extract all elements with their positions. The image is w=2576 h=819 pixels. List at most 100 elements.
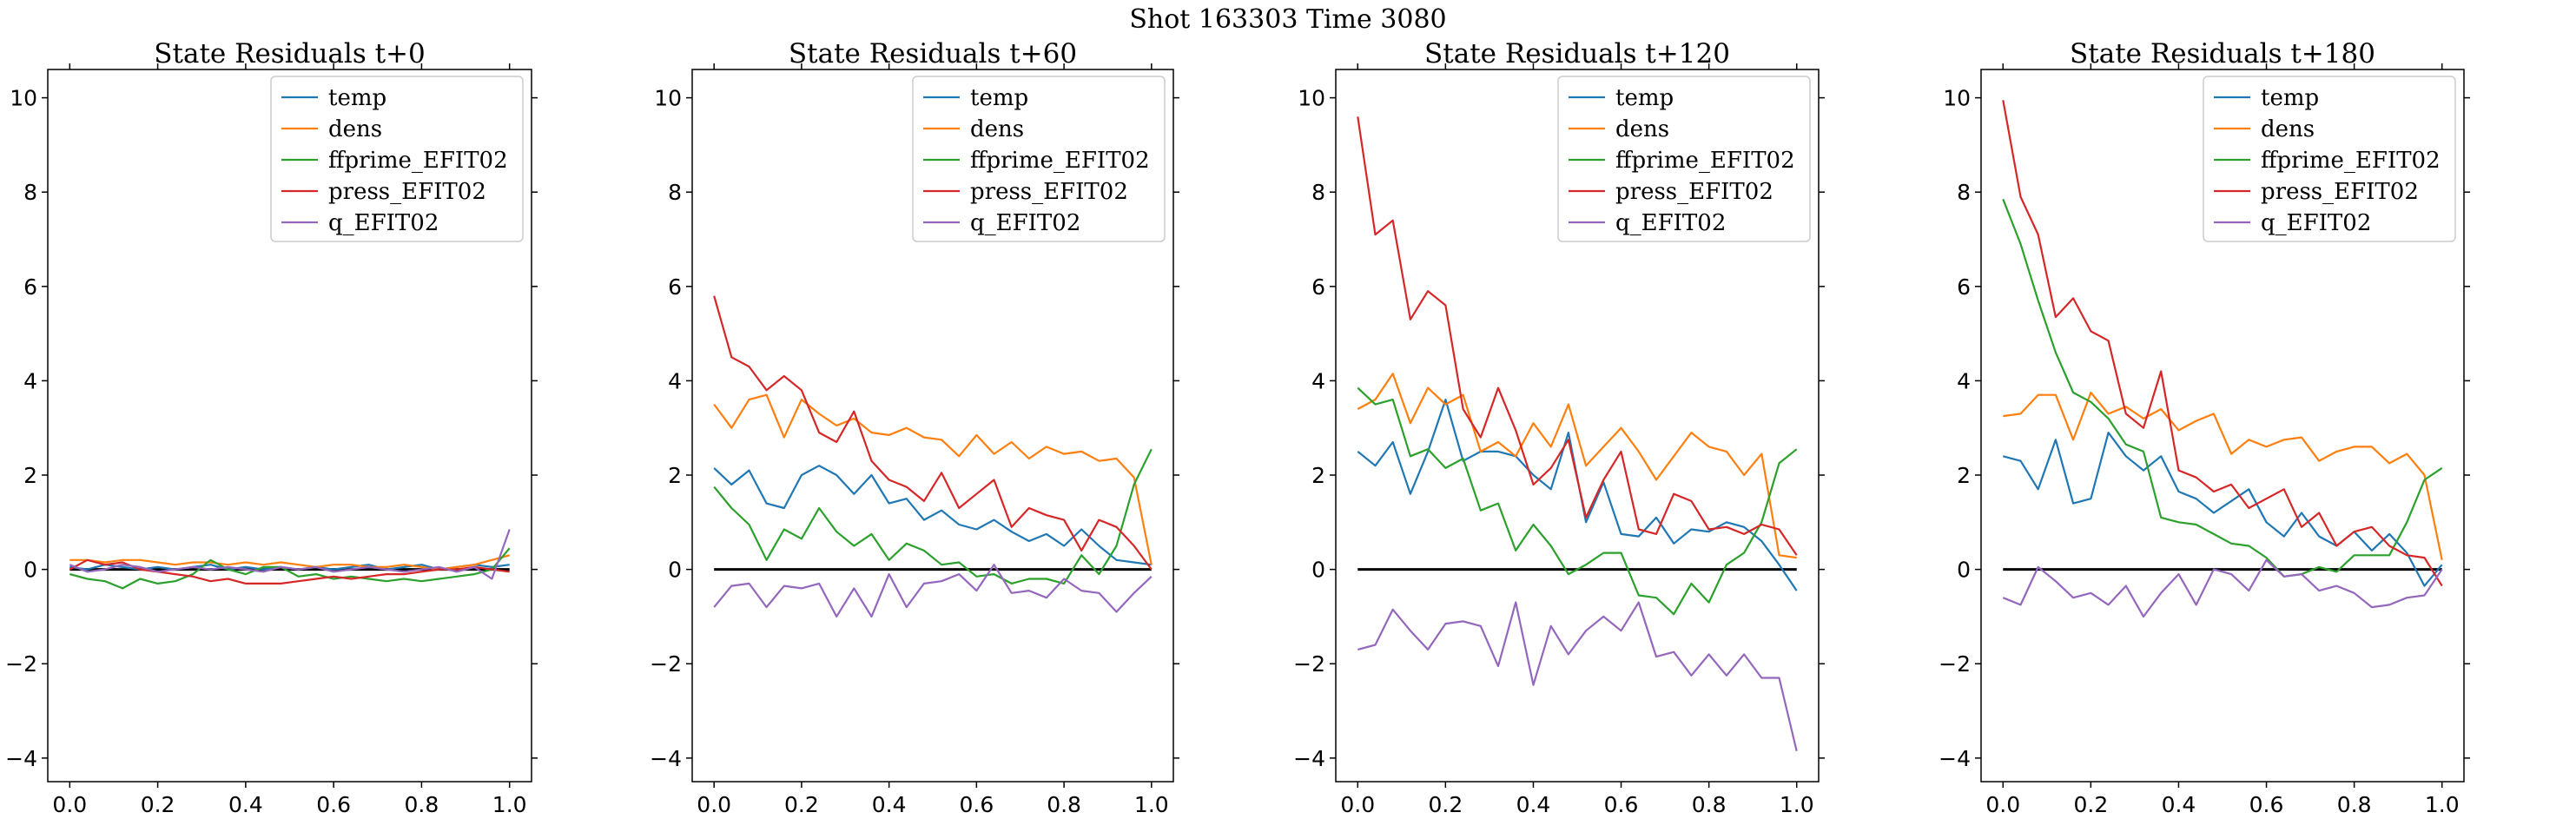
x-tick-label: 0.6	[959, 792, 994, 817]
panel-title: State Residuals t+120	[1424, 38, 1730, 69]
legend-box	[2203, 76, 2456, 242]
panel-title: State Residuals t+180	[2070, 38, 2375, 69]
axes-frame	[691, 69, 1174, 783]
x-tick-label: 0.6	[316, 792, 351, 817]
series-line-temp	[2003, 432, 2443, 587]
legend-label: press_EFIT02	[970, 179, 1128, 205]
panel-2: State Residuals t+60 0.0 0.2 0.4 0.6 0.8 1.0 −…	[650, 38, 1179, 817]
legend-label: dens	[328, 116, 382, 142]
plot-area: 0.0 0.2 0.4 0.6 0.8 1.0 −4 −2 0 2 4 6 8 10 temp dens ffp…	[1939, 63, 2470, 817]
panel-3: State Residuals t+120 0.0 0.2 0.4 0.6 0.8 1.0…	[1293, 38, 1825, 817]
x-tick-label: 0.4	[1516, 792, 1551, 817]
y-tick-label: 2	[1957, 463, 1971, 488]
y-tick-label: 4	[1311, 368, 1325, 393]
series-line-q-efit02	[69, 529, 511, 580]
series-line-dens	[713, 393, 1153, 565]
y-tick-label: 10	[10, 86, 37, 111]
x-tick-label: 1.0	[1134, 792, 1169, 817]
axes-frame	[1335, 69, 1820, 783]
x-tick-label: 0.8	[1692, 792, 1727, 817]
legend-label: temp	[328, 85, 386, 111]
legend-label: q_EFIT02	[2261, 210, 2371, 236]
axes-frame	[47, 69, 532, 783]
y-tick-label: 4	[668, 368, 682, 393]
y-tick-label: −2	[650, 651, 682, 677]
legend-label: dens	[2261, 116, 2315, 142]
x-tick-label: 0.4	[2162, 792, 2196, 817]
y-tick-label: 2	[668, 463, 682, 488]
x-tick-label: 0.0	[697, 792, 731, 817]
y-tick-label: 0	[668, 558, 682, 583]
series-line-press-efit02	[2002, 100, 2443, 587]
x-tick-label: 0.4	[228, 792, 263, 817]
y-tick-label: 10	[1943, 86, 1971, 111]
legend-box	[1557, 76, 1811, 242]
legend-label: temp	[2261, 85, 2319, 111]
x-tick-label: 1.0	[2425, 792, 2460, 817]
x-tick-label: 0.2	[141, 792, 175, 817]
x-tick-label: 0.6	[1604, 792, 1639, 817]
x-tick-label: 0.0	[1340, 792, 1375, 817]
series-line-ffprime-efit02	[69, 547, 511, 590]
y-tick-label: 10	[1298, 86, 1325, 111]
y-tick-label: 4	[23, 368, 37, 393]
y-tick-label: 6	[1957, 274, 1971, 300]
y-tick-label: 8	[23, 180, 37, 205]
y-tick-label: 10	[654, 86, 682, 111]
legend-label: q_EFIT02	[1615, 210, 1726, 236]
x-tick-label: 0.8	[1047, 792, 1081, 817]
y-tick-label: −2	[1939, 651, 1971, 677]
x-tick-label: 0.8	[2337, 792, 2372, 817]
series-line-temp	[713, 465, 1152, 566]
legend-label: dens	[1615, 116, 1669, 142]
y-tick-label: −4	[5, 746, 37, 771]
x-tick-label: 0.0	[1985, 792, 2020, 817]
series-line-ffprime-efit02	[1357, 386, 1798, 616]
x-tick-label: 0.4	[872, 792, 907, 817]
legend-label: ffprime_EFIT02	[2261, 148, 2441, 174]
x-tick-label: 0.8	[405, 792, 439, 817]
series-line-press-efit02	[713, 295, 1153, 571]
x-tick-label: 0.6	[2249, 792, 2284, 817]
y-tick-label: 6	[668, 274, 682, 300]
plot-area: 0.0 0.2 0.4 0.6 0.8 1.0 −4 −2 0 2 4 6 8 10 temp dens ffp…	[1293, 63, 1825, 817]
y-tick-label: 8	[1311, 180, 1325, 205]
legend-label: press_EFIT02	[328, 179, 486, 205]
legend-label: ffprime_EFIT02	[970, 148, 1150, 174]
legend-label: ffprime_EFIT02	[328, 148, 508, 174]
legend: temp dens ffprime_EFIT02 press_EFIT02 q_EFIT…	[912, 76, 1166, 242]
y-tick-label: 0	[23, 558, 37, 583]
panel-title: State Residuals t+60	[789, 38, 1077, 69]
x-tick-label: 0.2	[784, 792, 819, 817]
legend-label: press_EFIT02	[2261, 179, 2419, 205]
series-line-ffprime-efit02	[2002, 198, 2443, 578]
y-tick-label: 0	[1311, 558, 1325, 583]
series-line-press-efit02	[1357, 116, 1798, 556]
y-tick-label: −4	[1293, 746, 1325, 771]
y-tick-label: 8	[668, 180, 682, 205]
plot-area: 0.0 0.2 0.4 0.6 0.8 1.0 −4 −2 0 2 4 6 8 10 temp dens ffp…	[5, 63, 538, 817]
axes-frame	[1980, 69, 2465, 783]
y-tick-label: −4	[1939, 746, 1971, 771]
y-tick-label: 2	[23, 463, 37, 488]
legend: temp dens ffprime_EFIT02 press_EFIT02 q_EFIT…	[270, 76, 524, 242]
legend-label: temp	[1615, 85, 1674, 111]
panel-title: State Residuals t+0	[154, 38, 425, 69]
legend-label: ffprime_EFIT02	[1615, 148, 1795, 174]
legend-label: temp	[970, 85, 1028, 111]
y-tick-label: 6	[23, 274, 37, 300]
x-tick-label: 1.0	[492, 792, 527, 817]
legend: temp dens ffprime_EFIT02 press_EFIT02 q_EFIT…	[1557, 76, 1811, 242]
x-tick-label: 0.2	[1428, 792, 1463, 817]
legend: temp dens ffprime_EFIT02 press_EFIT02 q_EFIT…	[2203, 76, 2456, 242]
legend-label: dens	[970, 116, 1024, 142]
series-line-q-efit02	[1357, 601, 1798, 751]
y-tick-label: 4	[1957, 368, 1971, 393]
plot-area: 0.0 0.2 0.4 0.6 0.8 1.0 −4 −2 0 2 4 6 8 10 temp dens ffp…	[650, 63, 1179, 817]
series-line-press-efit02	[69, 558, 510, 585]
series-line-dens	[1357, 373, 1797, 559]
y-tick-label: 6	[1311, 274, 1325, 300]
y-tick-label: −2	[1293, 651, 1325, 677]
legend-box	[912, 76, 1166, 242]
